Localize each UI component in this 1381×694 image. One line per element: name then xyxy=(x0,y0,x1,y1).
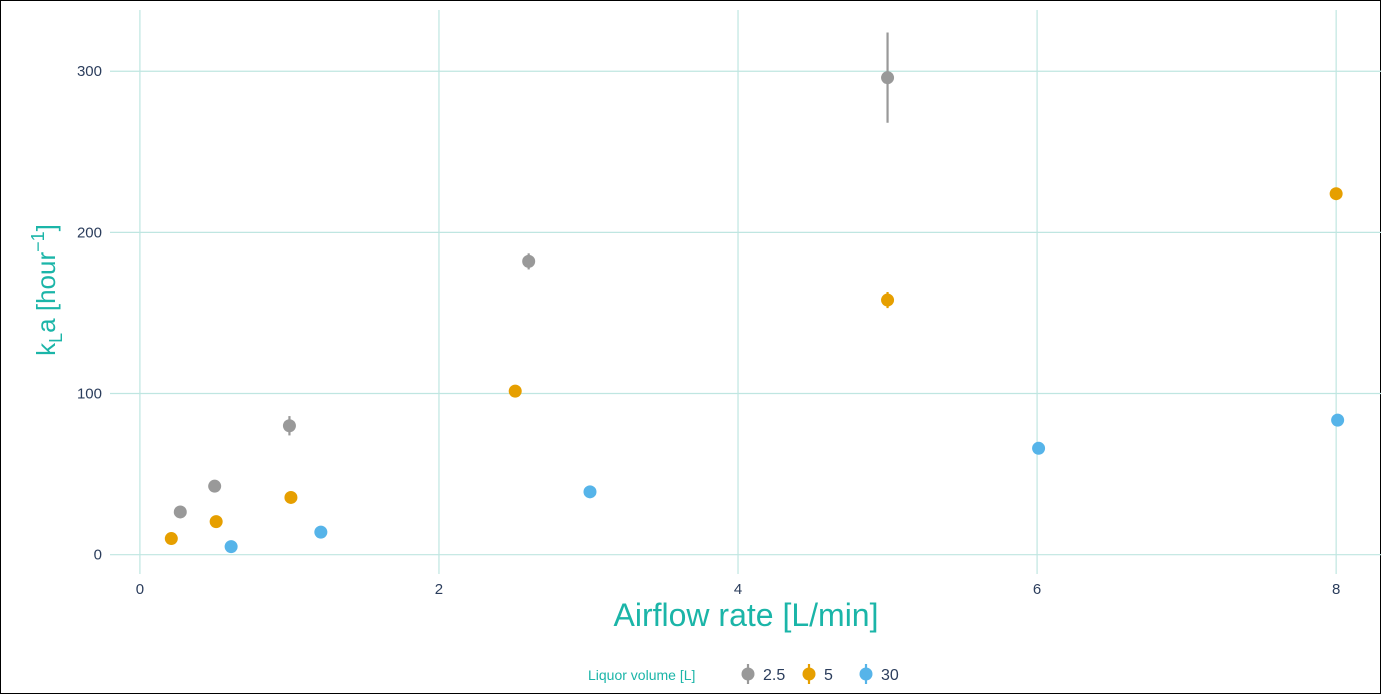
y-label-subscript: L xyxy=(46,333,66,343)
y-tick-label: 0 xyxy=(94,547,102,564)
y-label-superscript: −1 xyxy=(28,231,48,252)
x-tick-label: 4 xyxy=(734,581,742,598)
data-point xyxy=(210,515,223,528)
point-marker xyxy=(314,526,327,539)
point-marker xyxy=(881,294,894,307)
data-point xyxy=(522,253,535,269)
y-tick-label: 100 xyxy=(77,386,102,403)
data-point xyxy=(881,292,894,308)
y-label-close: ] xyxy=(31,224,61,231)
data-point xyxy=(1331,414,1344,427)
legend-label: 2.5 xyxy=(763,667,785,684)
legend-key-point xyxy=(803,668,816,681)
data-point xyxy=(165,532,178,545)
data-point xyxy=(284,491,297,504)
legend-entry: 30 xyxy=(860,664,899,684)
point-marker xyxy=(284,491,297,504)
y-axis-ticks: 0 100 200 300 xyxy=(77,63,102,563)
y-label-main: k xyxy=(31,342,61,356)
y-tick-label: 200 xyxy=(77,224,102,241)
data-point xyxy=(1330,187,1343,200)
point-marker xyxy=(225,540,238,553)
point-marker xyxy=(522,255,535,268)
legend-entries: 2.5 5 30 xyxy=(742,664,899,684)
legend-key-point xyxy=(860,668,873,681)
point-marker xyxy=(283,419,296,432)
legend-title: Liquor volume [L] xyxy=(588,667,695,683)
data-point xyxy=(881,33,894,123)
x-tick-label: 8 xyxy=(1332,581,1340,598)
data-point xyxy=(583,485,596,498)
point-marker xyxy=(1032,442,1045,455)
legend-label: 30 xyxy=(881,667,899,684)
point-marker xyxy=(583,485,596,498)
data-points xyxy=(165,33,1344,554)
x-tick-label: 0 xyxy=(136,581,144,598)
point-marker xyxy=(1330,187,1343,200)
legend-key-point xyxy=(742,668,755,681)
legend-label: 5 xyxy=(824,667,833,684)
data-point xyxy=(174,505,187,518)
point-marker xyxy=(174,505,187,518)
y-axis-label: kLa [hour−1] xyxy=(28,224,66,356)
data-point xyxy=(1032,442,1045,455)
x-tick-label: 2 xyxy=(435,581,443,598)
point-marker xyxy=(210,515,223,528)
point-marker xyxy=(208,480,221,493)
point-marker xyxy=(881,71,894,84)
data-point xyxy=(509,385,522,398)
x-axis-label: Airflow rate [L/min] xyxy=(614,597,879,633)
data-point xyxy=(314,526,327,539)
y-tick-label: 300 xyxy=(77,63,102,80)
point-marker xyxy=(509,385,522,398)
data-point xyxy=(225,540,238,553)
legend: Liquor volume [L] 2.5 5 30 xyxy=(588,664,899,684)
x-tick-label: 6 xyxy=(1033,581,1041,598)
grid-lines xyxy=(110,10,1381,574)
x-axis-ticks: 0 2 4 6 8 xyxy=(136,581,1341,598)
point-marker xyxy=(165,532,178,545)
y-label-rest: a [hour xyxy=(31,252,61,333)
point-marker xyxy=(1331,414,1344,427)
data-point xyxy=(208,480,221,493)
legend-entry: 2.5 xyxy=(742,664,786,684)
legend-entry: 5 xyxy=(803,664,834,684)
data-point xyxy=(283,416,296,435)
